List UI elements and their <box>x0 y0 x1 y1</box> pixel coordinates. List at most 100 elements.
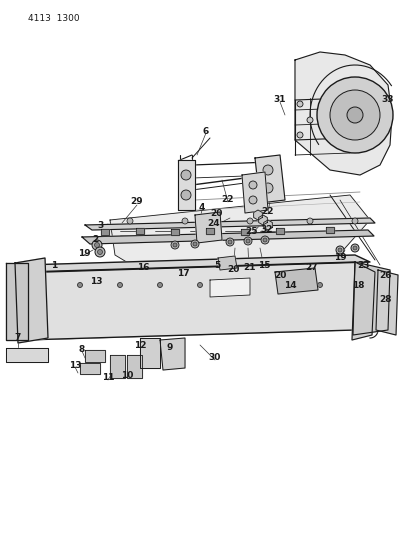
Polygon shape <box>295 52 392 175</box>
Polygon shape <box>326 227 334 233</box>
Text: 28: 28 <box>379 295 391 304</box>
Text: 21: 21 <box>243 263 255 272</box>
Circle shape <box>307 117 313 123</box>
Text: 14: 14 <box>284 280 296 289</box>
Polygon shape <box>210 278 250 297</box>
Text: 8: 8 <box>79 344 85 353</box>
Circle shape <box>263 165 273 175</box>
Polygon shape <box>25 255 370 272</box>
Text: 19: 19 <box>78 248 90 257</box>
Circle shape <box>261 236 269 244</box>
Text: 4: 4 <box>199 203 205 212</box>
Polygon shape <box>6 263 28 340</box>
Polygon shape <box>352 262 375 340</box>
Circle shape <box>226 238 234 246</box>
Polygon shape <box>140 338 160 368</box>
Circle shape <box>351 244 359 252</box>
Circle shape <box>173 243 177 247</box>
Text: 2: 2 <box>92 236 98 245</box>
Text: 12: 12 <box>134 341 146 350</box>
Circle shape <box>352 218 358 224</box>
Text: 10: 10 <box>121 372 133 381</box>
Text: 16: 16 <box>137 263 149 272</box>
Polygon shape <box>160 338 185 370</box>
Circle shape <box>191 240 199 248</box>
Circle shape <box>263 183 273 193</box>
Polygon shape <box>376 270 398 335</box>
Polygon shape <box>171 229 179 235</box>
Text: 9: 9 <box>167 343 173 352</box>
Text: 20: 20 <box>274 271 286 279</box>
Circle shape <box>330 90 380 140</box>
Text: 31: 31 <box>274 95 286 104</box>
Polygon shape <box>82 230 374 244</box>
Circle shape <box>246 239 250 243</box>
Circle shape <box>347 107 363 123</box>
Circle shape <box>237 282 242 287</box>
Circle shape <box>249 196 257 204</box>
Circle shape <box>338 248 342 252</box>
Text: 15: 15 <box>258 261 270 270</box>
Circle shape <box>98 249 102 254</box>
Text: 20: 20 <box>210 208 222 217</box>
Polygon shape <box>85 218 375 230</box>
Text: 23: 23 <box>357 261 369 270</box>
Text: 3: 3 <box>97 221 103 230</box>
Text: 29: 29 <box>131 198 143 206</box>
Polygon shape <box>6 348 48 362</box>
Text: 24: 24 <box>208 220 220 229</box>
Polygon shape <box>101 229 109 235</box>
Circle shape <box>193 242 197 246</box>
Circle shape <box>197 282 202 287</box>
Text: 17: 17 <box>177 269 189 278</box>
Text: 22: 22 <box>222 196 234 205</box>
Polygon shape <box>206 228 214 234</box>
Circle shape <box>247 218 253 224</box>
Polygon shape <box>195 212 222 243</box>
Polygon shape <box>80 363 100 374</box>
Circle shape <box>353 246 357 250</box>
Polygon shape <box>218 256 237 270</box>
Polygon shape <box>85 350 105 362</box>
Circle shape <box>92 240 102 250</box>
Circle shape <box>244 237 252 245</box>
Circle shape <box>249 181 257 189</box>
Circle shape <box>317 282 322 287</box>
Polygon shape <box>110 195 370 285</box>
Polygon shape <box>264 220 272 230</box>
Circle shape <box>181 170 191 180</box>
Text: 19: 19 <box>334 254 346 262</box>
Circle shape <box>263 238 267 242</box>
Text: 26: 26 <box>379 271 391 279</box>
Circle shape <box>182 218 188 224</box>
Text: 4113  1300: 4113 1300 <box>28 14 80 23</box>
Polygon shape <box>242 172 268 213</box>
Polygon shape <box>136 228 144 234</box>
Polygon shape <box>127 355 142 378</box>
Text: 33: 33 <box>382 95 394 104</box>
Text: 32: 32 <box>261 225 273 235</box>
Circle shape <box>297 132 303 138</box>
Text: 7: 7 <box>15 334 21 343</box>
Text: 5: 5 <box>214 261 220 270</box>
Circle shape <box>118 282 122 287</box>
Circle shape <box>297 101 303 107</box>
Circle shape <box>181 190 191 200</box>
Circle shape <box>317 77 393 153</box>
Circle shape <box>307 218 313 224</box>
Polygon shape <box>241 229 249 235</box>
Polygon shape <box>110 355 125 378</box>
Text: 25: 25 <box>246 228 258 237</box>
Polygon shape <box>254 210 262 220</box>
Text: 22: 22 <box>262 207 274 216</box>
Polygon shape <box>25 262 355 340</box>
Polygon shape <box>276 228 284 234</box>
Text: 1: 1 <box>51 261 57 270</box>
Polygon shape <box>275 268 318 294</box>
Circle shape <box>95 247 105 257</box>
Text: 20: 20 <box>227 265 239 274</box>
Polygon shape <box>255 155 285 203</box>
Polygon shape <box>178 160 195 210</box>
Text: 18: 18 <box>352 280 364 289</box>
Text: 30: 30 <box>209 353 221 362</box>
